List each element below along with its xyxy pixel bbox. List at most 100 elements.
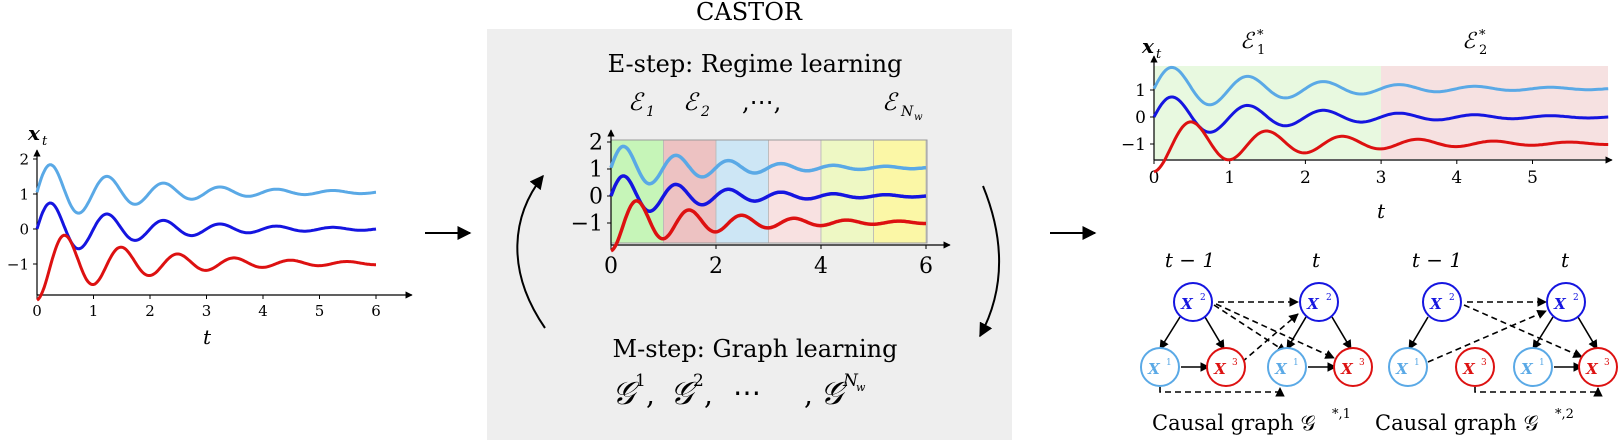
svg-text:1: 1 <box>646 104 655 120</box>
left-series-light-blue <box>35 163 377 215</box>
svg-text:N: N <box>842 371 859 391</box>
svg-text:X: X <box>1213 360 1227 378</box>
svg-text:X: X <box>1585 360 1599 378</box>
svg-text:,⋯,: ,⋯, <box>742 88 781 116</box>
svg-text:w: w <box>856 381 866 394</box>
svg-text:2: 2 <box>1479 43 1487 58</box>
mstep-title: M-step: Graph learning <box>613 335 898 363</box>
svg-text:x: x <box>27 121 41 145</box>
svg-text:X: X <box>1274 360 1288 378</box>
estep-regime-region <box>610 139 664 244</box>
mstep-graph-list: 𝒢 1 , 𝒢 2 , ⋯ , 𝒢 N w <box>612 371 866 412</box>
svg-text:X: X <box>1520 360 1534 378</box>
svg-text:1: 1 <box>635 371 646 391</box>
svg-text:3: 3 <box>1481 358 1487 368</box>
estep-regime-labels: ℰ 1 ℰ 2 ,⋯, ℰ N w <box>628 88 923 123</box>
svg-text:1: 1 <box>1293 358 1299 368</box>
estep-series-light-blue <box>609 144 927 186</box>
xtick-label: 5 <box>315 302 325 320</box>
xtick-label: 1 <box>89 302 99 320</box>
svg-text:t: t <box>42 134 48 149</box>
svg-text:X: X <box>1306 295 1320 313</box>
left-xlabel: t <box>203 325 212 349</box>
ytick-label: −1 <box>571 212 603 237</box>
svg-text:ℰ: ℰ <box>683 88 700 116</box>
svg-text:1: 1 <box>1539 358 1545 368</box>
graph2-caption: Causal graph 𝒢 *,2 <box>1375 407 1574 435</box>
svg-text:*,1: *,1 <box>1332 407 1351 422</box>
graph2-time-left: t − 1 <box>1412 248 1462 272</box>
svg-text:3: 3 <box>1359 358 1365 368</box>
right-regime-label-2: ℰ * 2 <box>1462 28 1487 58</box>
estep-title: E-step: Regime learning <box>608 50 903 78</box>
graph2-node-x1-curr: X 1 <box>1513 347 1553 387</box>
xtick-label: 4 <box>1451 168 1462 188</box>
right-series-blue <box>1152 95 1609 134</box>
xtick-label: 0 <box>1149 168 1160 188</box>
xtick-label: 6 <box>371 302 381 320</box>
svg-text:ℰ: ℰ <box>1240 29 1256 54</box>
xtick-label: 4 <box>258 302 268 320</box>
graph2-node-x3-curr: X 3 <box>1578 347 1618 387</box>
graph2-node-x2-prev: X 2 <box>1422 282 1462 322</box>
estep-series-red <box>610 199 926 253</box>
svg-text:X: X <box>1553 295 1567 313</box>
graph1-node-x2-prev: X 2 <box>1173 282 1213 322</box>
estep-regime-region <box>820 139 874 244</box>
em-arrow-down <box>979 185 1001 338</box>
ytick-label: −1 <box>7 255 29 273</box>
xtick-label: 2 <box>1300 168 1311 188</box>
graph1-node-x1-prev: X 1 <box>1140 347 1180 387</box>
svg-text:,: , <box>646 378 655 411</box>
svg-text:1: 1 <box>1257 43 1265 58</box>
graph2-node-x3-prev: X 3 <box>1455 347 1495 387</box>
svg-text:2: 2 <box>1449 293 1455 303</box>
svg-text:ℰ: ℰ <box>882 88 899 116</box>
ytick-label: 0 <box>19 220 29 238</box>
xtick-label: 3 <box>202 302 212 320</box>
causal-graph-1: t − 1 t X 2 X 1 X <box>1140 248 1373 435</box>
right-series-light-blue <box>1152 65 1609 107</box>
xtick-label: 2 <box>709 254 723 279</box>
causal-graph-2: t − 1 t X 2 X 1 X 3 X <box>1375 248 1618 435</box>
left-plot: x t 2 1 0 −1 0 1 2 3 4 5 6 t <box>7 121 413 349</box>
svg-text:ℰ: ℰ <box>628 88 645 116</box>
svg-text:Causal graph 𝒢: Causal graph 𝒢 <box>1375 411 1538 435</box>
diagram-title: CASTOR <box>696 0 803 26</box>
svg-text:X: X <box>1462 360 1476 378</box>
xtick-label: 3 <box>1376 168 1387 188</box>
svg-text:3: 3 <box>1232 358 1238 368</box>
svg-text:2: 2 <box>1573 293 1579 303</box>
graph1-time-right: t <box>1312 248 1321 272</box>
ytick-label: 1 <box>589 158 603 183</box>
graph1-edges <box>1159 297 1352 397</box>
right-ylabel: x t <box>1141 34 1162 62</box>
em-arrow-up <box>516 174 546 329</box>
ytick-label: −1 <box>1121 135 1146 155</box>
svg-text:*: * <box>1257 28 1264 43</box>
xtick-label: 6 <box>919 254 933 279</box>
graph1-node-x3-prev: X 3 <box>1206 347 1246 387</box>
graph2-edges <box>1408 297 1603 397</box>
svg-text:X: X <box>1340 360 1354 378</box>
ytick-label: 2 <box>589 131 603 156</box>
ytick-label: 0 <box>1135 108 1146 128</box>
svg-text:ℰ: ℰ <box>1462 29 1478 54</box>
graph1-time-left: t − 1 <box>1165 248 1215 272</box>
graph1-node-x2-curr: X 2 <box>1299 282 1339 322</box>
graph2-node-x2-curr: X 2 <box>1546 282 1586 322</box>
svg-text:⋯: ⋯ <box>733 376 761 409</box>
svg-text:2: 2 <box>1326 293 1332 303</box>
svg-text:N: N <box>900 104 914 120</box>
estep-regime-region <box>873 139 927 244</box>
svg-text:,: , <box>704 378 713 411</box>
ytick-label: 1 <box>1135 81 1146 101</box>
xtick-label: 2 <box>145 302 155 320</box>
xtick-label: 0 <box>604 254 618 279</box>
svg-text:2: 2 <box>693 371 704 391</box>
right-regime-label-1: ℰ * 1 <box>1240 28 1265 58</box>
ytick-label: 2 <box>19 150 29 168</box>
graph1-node-x1-curr: X 1 <box>1267 347 1307 387</box>
